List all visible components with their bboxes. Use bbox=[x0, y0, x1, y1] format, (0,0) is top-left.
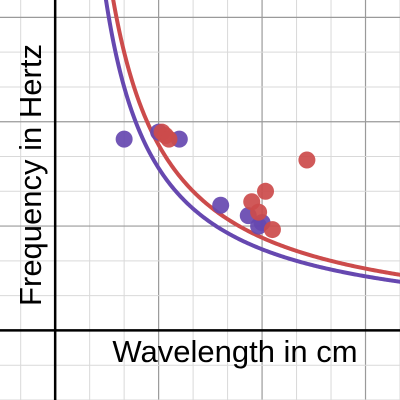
fit-curve-series-1 bbox=[103, 0, 400, 284]
data-points bbox=[115, 123, 316, 239]
data-point-series-2 bbox=[160, 130, 178, 148]
data-point-series-2 bbox=[257, 182, 275, 200]
data-point-series-1 bbox=[115, 130, 133, 148]
data-point-series-2 bbox=[263, 221, 281, 239]
data-point-series-2 bbox=[250, 203, 268, 221]
y-axis-label: Frequency in Hertz bbox=[13, 44, 48, 306]
data-point-series-1 bbox=[212, 196, 230, 214]
data-point-series-2 bbox=[298, 151, 316, 169]
x-axis-label: Wavelength in cm bbox=[112, 334, 357, 369]
